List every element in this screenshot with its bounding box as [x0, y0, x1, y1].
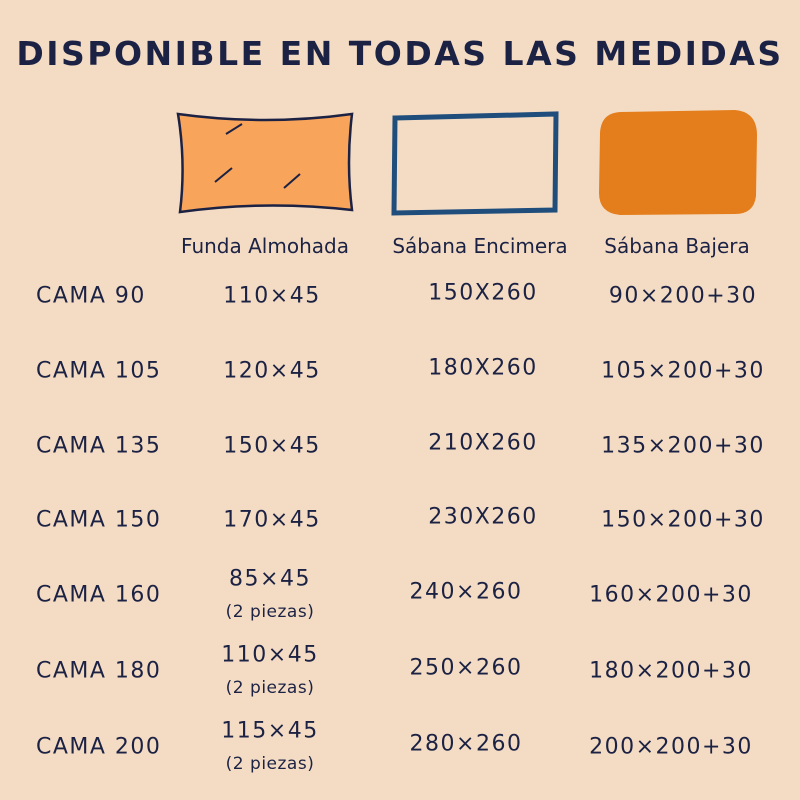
- flat-sheet-size: 150X260: [428, 280, 538, 306]
- row-label: CAMA 160: [36, 582, 162, 608]
- fitted-sheet-size: 90×200+30: [608, 283, 758, 309]
- row-label: CAMA 180: [36, 658, 162, 684]
- fitted-sheet-size: 160×200+30: [589, 582, 753, 608]
- row-label: CAMA 105: [36, 358, 162, 384]
- fitted-sheet-size: 135×200+30: [601, 433, 765, 459]
- fitted-sheet-size: 180×200+30: [589, 658, 753, 684]
- flat-sheet-size: 240×260: [409, 579, 523, 605]
- column-header: Sábana Bajera: [604, 234, 750, 258]
- pillow-icon: [176, 112, 354, 214]
- pillow-size: 115×45: [221, 718, 319, 744]
- flat-sheet-size: 180X260: [428, 355, 538, 381]
- fitted-sheet-size: 150×200+30: [601, 507, 765, 533]
- fitted-sheet-size: 105×200+30: [601, 358, 765, 384]
- flat-sheet-size: 250×260: [409, 655, 523, 681]
- row-label: CAMA 90: [36, 283, 146, 309]
- flat-sheet-icon: [391, 111, 559, 216]
- pillow-size: 150×45: [223, 433, 321, 459]
- pillow-size: 85×45: [229, 566, 311, 592]
- pillow-note: (2 piezas): [225, 678, 315, 698]
- row-label: CAMA 200: [36, 734, 162, 760]
- row-label: CAMA 150: [36, 507, 162, 533]
- title: DISPONIBLE EN TODAS LAS MEDIDAS: [16, 34, 784, 73]
- pillow-size: 110×45: [221, 642, 319, 668]
- pillow-note: (2 piezas): [225, 602, 315, 622]
- pillow-size: 110×45: [223, 283, 321, 309]
- pillow-size: 170×45: [223, 507, 321, 533]
- column-header: Funda Almohada: [181, 234, 349, 258]
- fitted-sheet-icon: [599, 110, 757, 215]
- column-header: Sábana Encimera: [392, 234, 568, 258]
- flat-sheet-size: 280×260: [409, 731, 523, 757]
- row-label: CAMA 135: [36, 433, 162, 459]
- pillow-note: (2 piezas): [225, 754, 315, 774]
- fitted-sheet-size: 200×200+30: [589, 734, 753, 760]
- pillow-size: 120×45: [223, 358, 321, 384]
- flat-sheet-size: 230X260: [428, 504, 538, 530]
- flat-sheet-size: 210X260: [428, 430, 538, 456]
